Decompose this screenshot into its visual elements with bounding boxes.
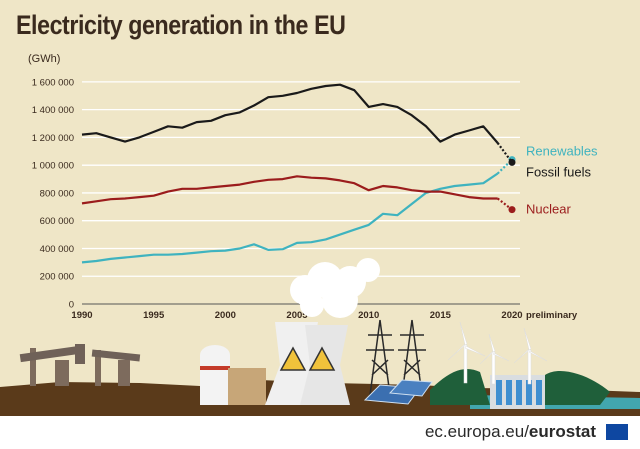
x-tick-label: 1990 <box>71 310 92 321</box>
oil-pump-icon <box>19 344 85 386</box>
illustration <box>0 258 640 416</box>
radiation-icon <box>308 346 336 371</box>
x-tick-label: 2010 <box>358 310 379 321</box>
y-axis-ticks: 0 200 000 400 000 600 000 800 000 1 000 000 1 … <box>32 77 74 310</box>
y-tick-label: 1 000 000 <box>32 161 74 172</box>
series-label: Fossil fuels <box>526 164 592 179</box>
y-tick-label: 400 000 <box>40 244 74 255</box>
x-tick-label: 2000 <box>215 310 236 321</box>
radiation-icon <box>279 346 307 371</box>
x-tick-label: 2015 <box>430 310 452 321</box>
x-tick-label: 2005 <box>286 310 308 321</box>
footer-url[interactable]: ec.europa.eu/eurostat <box>425 422 596 442</box>
series-preliminary-segment <box>496 142 513 164</box>
y-tick-label: 1 600 000 <box>32 77 74 88</box>
series-line <box>81 175 498 205</box>
x-tick-label: 1995 <box>143 310 165 321</box>
solar-panel-icon <box>363 379 433 405</box>
series-endpoint <box>508 206 516 214</box>
series-line <box>81 83 499 144</box>
series-label: Renewables <box>526 144 598 159</box>
steam-cloud <box>290 258 380 318</box>
y-tick-label: 800 000 <box>40 188 74 199</box>
oil-pump-icon <box>91 349 141 386</box>
y-tick-label: 0 <box>69 300 74 311</box>
eu-flag-icon <box>606 424 628 440</box>
power-pylon-icon <box>366 319 426 396</box>
x-tick-note: preliminary <box>526 310 578 321</box>
y-tick-label: 1 400 000 <box>32 105 74 116</box>
footer: ec.europa.eu/eurostat <box>0 416 640 449</box>
grid-lines <box>82 81 520 305</box>
footer-brand: eurostat <box>528 422 596 441</box>
nuclear-reactor-icon <box>200 345 266 405</box>
series-lines <box>81 83 516 264</box>
y-axis-unit: (GWh) <box>28 53 61 65</box>
x-tick-label: 2020 <box>501 310 522 321</box>
y-tick-label: 200 000 <box>40 272 74 283</box>
wind-turbine-icon <box>447 321 548 385</box>
series-label: Nuclear <box>526 202 571 217</box>
series-preliminary-segment <box>496 197 513 211</box>
y-tick-label: 1 200 000 <box>32 133 74 144</box>
x-axis-ticks: 1990 1995 2000 2005 2010 2015 2020 preliminary <box>71 310 578 321</box>
series-labels: Renewables Fossil fuels Nuclear <box>526 144 598 217</box>
dam-icon <box>490 375 545 409</box>
y-tick-label: 600 000 <box>40 216 74 227</box>
footer-site-text: ec.europa.eu/ <box>424 422 529 441</box>
cooling-tower-icon <box>265 322 350 405</box>
chart-title: Electricity generation in the EU <box>16 10 346 40</box>
series-endpoint <box>508 158 516 166</box>
